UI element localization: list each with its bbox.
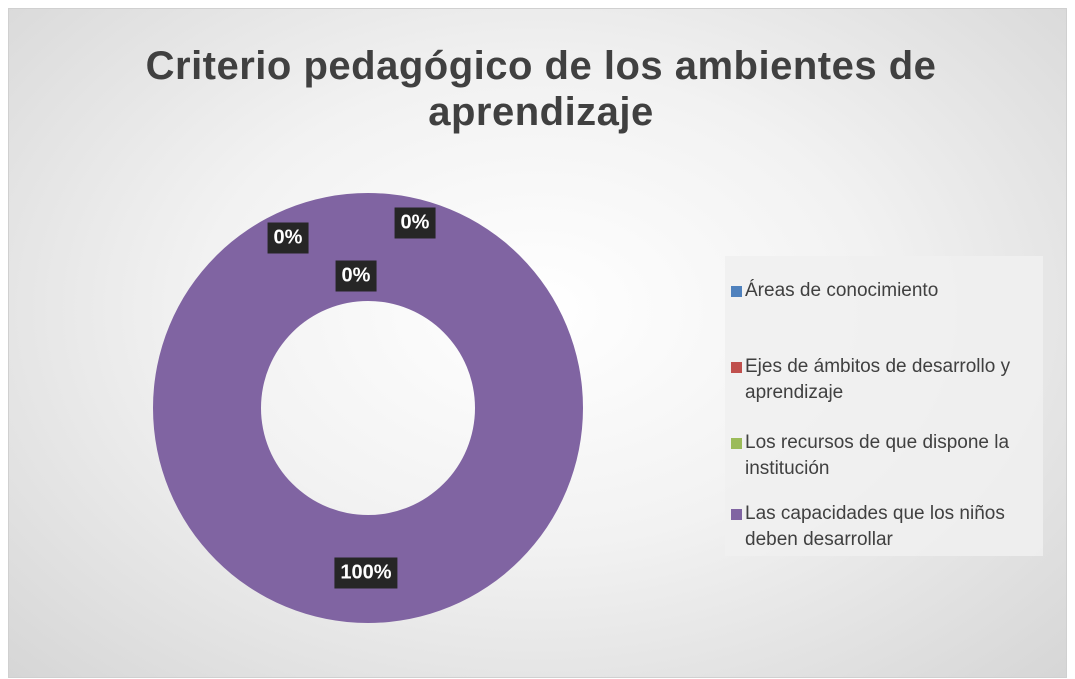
legend-label: Ejes de ámbitos de desarrollo y aprendiz…	[745, 356, 1011, 403]
chart	[153, 193, 583, 623]
legend-label: Las capacidades que los niños deben desa…	[745, 503, 1005, 550]
data-label: 0%	[267, 222, 309, 254]
legend-entry: Áreas de conocimiento	[731, 278, 1037, 304]
legend-entry: Las capacidades que los niños deben desa…	[731, 501, 1037, 553]
legend-label: Áreas de conocimiento	[745, 280, 939, 301]
legend: Áreas de conocimiento Ejes de ámbitos de …	[725, 256, 1043, 556]
legend-entry: Los recursos de que dispone la instituci…	[731, 430, 1037, 482]
chart-title: Criterio pedagógico de los ambientes de …	[145, 44, 937, 134]
legend-swatch	[731, 362, 742, 373]
data-label: 0%	[335, 260, 377, 292]
data-label: 100%	[334, 557, 398, 589]
legend-entry: Ejes de ámbitos de desarrollo y aprendiz…	[731, 354, 1037, 406]
legend-swatch	[731, 509, 742, 520]
legend-swatch	[731, 286, 742, 297]
donut-slice	[153, 193, 583, 623]
data-label: 0%	[394, 207, 436, 239]
legend-label: Los recursos de que dispone la instituci…	[745, 432, 1010, 479]
chart-area: Criterio pedagógico de los ambientes de …	[8, 8, 1067, 678]
legend-swatch	[731, 438, 742, 449]
